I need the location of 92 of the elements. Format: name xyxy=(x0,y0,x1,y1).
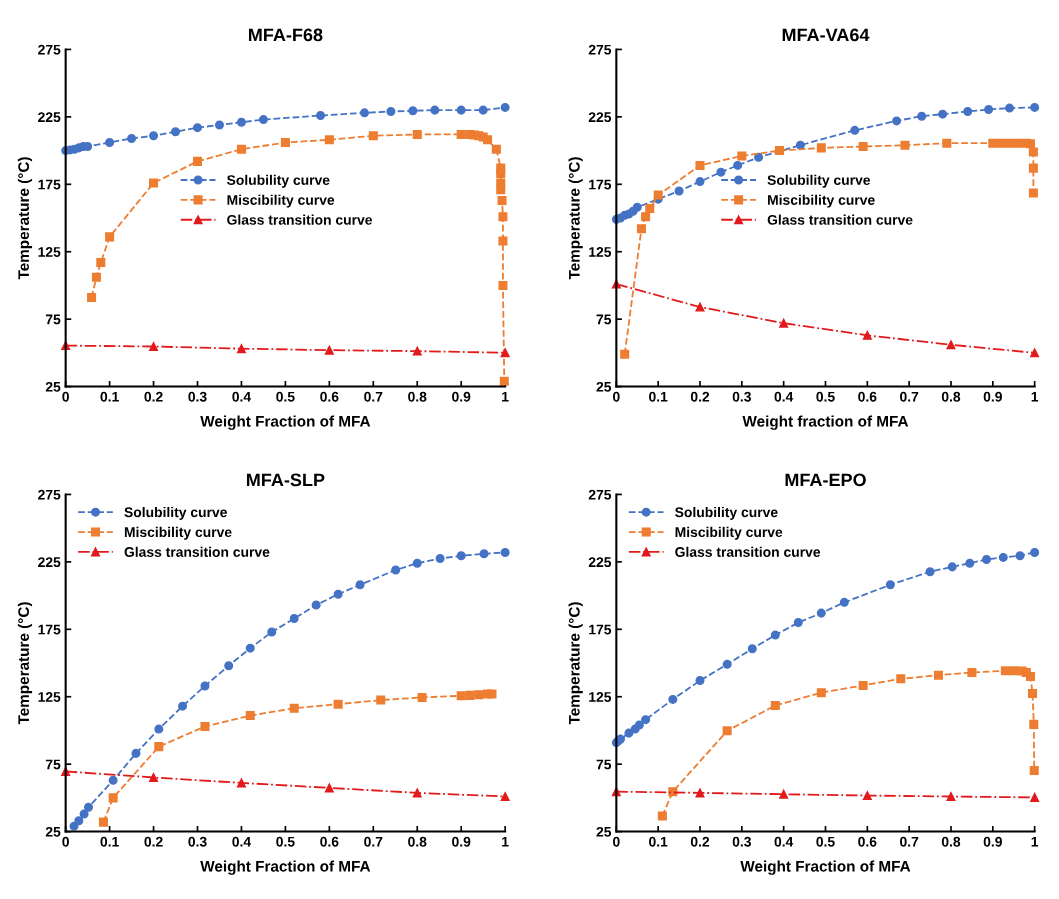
legend-label: Miscibility curve xyxy=(768,194,875,208)
x-tick-label: 0 xyxy=(62,836,69,847)
y-tick-label: 125 xyxy=(589,247,612,257)
x-axis-title: Weight Fraction of MFA xyxy=(200,860,371,875)
y-tick-label: 25 xyxy=(596,381,612,392)
x-tick-label: 0.5 xyxy=(276,836,295,847)
y-tick-label: 175 xyxy=(589,179,612,190)
y-tick-label: 225 xyxy=(38,557,61,568)
y-axis-title: Temperature (°C) xyxy=(17,602,33,725)
legend-label: Glass transition curve xyxy=(675,546,821,557)
x-tick-label: 1 xyxy=(502,391,509,402)
x-tick-label: 0.6 xyxy=(320,391,339,402)
x-tick-label: 0.2 xyxy=(690,391,710,402)
x-tick-label: 0.7 xyxy=(364,391,383,402)
legend-label: Solubility curve xyxy=(675,506,778,520)
y-axis-title: Temperature (°C) xyxy=(568,602,583,725)
y-tick-label: 25 xyxy=(45,381,61,392)
x-tick-label: 0.6 xyxy=(858,836,877,847)
x-tick-label: 0.6 xyxy=(858,391,877,402)
x-tick-label: 0.2 xyxy=(144,391,163,402)
legend-label: Miscibility curve xyxy=(675,526,783,540)
x-tick-label: 0.8 xyxy=(408,836,427,847)
x-tick-label: 0.3 xyxy=(732,391,751,402)
x-tick-label: 0.1 xyxy=(100,836,119,847)
y-tick-label: 175 xyxy=(38,179,61,190)
x-tick-label: 0.5 xyxy=(816,391,835,402)
x-tick-label: 0.4 xyxy=(232,836,252,847)
x-axis-title: Weight fraction of MFA xyxy=(742,415,909,430)
x-tick-label: 0.5 xyxy=(276,391,295,402)
x-tick-label: 1 xyxy=(1031,391,1039,402)
y-tick-label: 225 xyxy=(38,112,61,123)
legend-label: Miscibility curve xyxy=(227,194,335,208)
x-tick-label: 0.5 xyxy=(816,836,835,847)
x-tick-label: 0.1 xyxy=(100,391,119,402)
chart-title: MFA-F68 xyxy=(248,28,323,42)
x-tick-label: 0.8 xyxy=(408,391,427,402)
x-tick-label: 0.7 xyxy=(900,391,919,402)
x-tick-label: 0.2 xyxy=(690,836,710,847)
legend-label: Miscibility curve xyxy=(124,526,232,540)
x-tick-label: 0.9 xyxy=(452,391,471,402)
y-tick-label: 75 xyxy=(45,759,61,770)
y-tick-label: 175 xyxy=(589,624,612,635)
y-tick-label: 275 xyxy=(38,44,61,55)
chart-title: MFA-VA64 xyxy=(782,28,870,42)
y-tick-label: 125 xyxy=(38,247,61,257)
y-tick-label: 275 xyxy=(588,44,612,55)
legend-label: Glass transition curve xyxy=(124,546,270,557)
x-tick-label: 0.6 xyxy=(320,836,339,847)
x-tick-label: 0.1 xyxy=(649,391,668,402)
y-axis-title: Temperature (°C) xyxy=(568,157,583,280)
y-tick-label: 225 xyxy=(588,557,612,568)
y-tick-label: 275 xyxy=(38,489,61,500)
x-tick-label: 0 xyxy=(62,391,69,402)
x-tick-label: 0.3 xyxy=(188,391,207,402)
legend-label: Glass transition curve xyxy=(227,214,372,225)
y-tick-label: 25 xyxy=(45,826,61,837)
x-tick-label: 0.7 xyxy=(364,836,383,847)
x-tick-label: 0.9 xyxy=(983,836,1002,847)
x-tick-label: 0.4 xyxy=(232,391,252,402)
x-tick-label: 0.7 xyxy=(900,836,919,847)
x-axis-title: Weight Fraction of MFA xyxy=(740,860,911,875)
chart-title: MFA-EPO xyxy=(785,473,866,487)
x-tick-label: 0.8 xyxy=(941,391,961,402)
y-tick-label: 275 xyxy=(588,489,612,500)
x-tick-label: 0.3 xyxy=(188,836,207,847)
x-tick-label: 0.2 xyxy=(144,836,163,847)
x-tick-label: 0.3 xyxy=(732,836,751,847)
x-tick-label: 1 xyxy=(502,836,509,847)
y-tick-label: 25 xyxy=(596,826,612,837)
legend-label: Solubility curve xyxy=(124,506,227,520)
x-tick-label: 0.4 xyxy=(774,391,794,402)
x-tick-label: 0.1 xyxy=(649,836,668,847)
x-tick-label: 0 xyxy=(613,391,620,402)
chart-title: MFA-SLP xyxy=(246,473,325,487)
x-tick-label: 0.4 xyxy=(774,836,794,847)
y-tick-label: 175 xyxy=(38,624,61,635)
x-tick-label: 0 xyxy=(613,836,620,847)
y-tick-label: 75 xyxy=(45,314,61,325)
x-tick-label: 1 xyxy=(1031,836,1039,847)
y-tick-label: 75 xyxy=(596,759,612,770)
x-axis-title: Weight Fraction of MFA xyxy=(200,415,371,430)
y-axis-title: Temperature (°C) xyxy=(17,157,33,280)
y-tick-label: 125 xyxy=(38,692,61,702)
x-tick-label: 0.9 xyxy=(983,391,1002,402)
legend-label: Solubility curve xyxy=(767,174,871,188)
y-tick-label: 75 xyxy=(596,314,612,325)
y-tick-label: 125 xyxy=(589,692,612,702)
legend-label: Solubility curve xyxy=(226,174,330,188)
y-tick-label: 225 xyxy=(588,112,612,123)
x-tick-label: 0.8 xyxy=(941,836,961,847)
x-tick-label: 0.9 xyxy=(452,836,471,847)
legend-label: Glass transition curve xyxy=(767,214,913,225)
